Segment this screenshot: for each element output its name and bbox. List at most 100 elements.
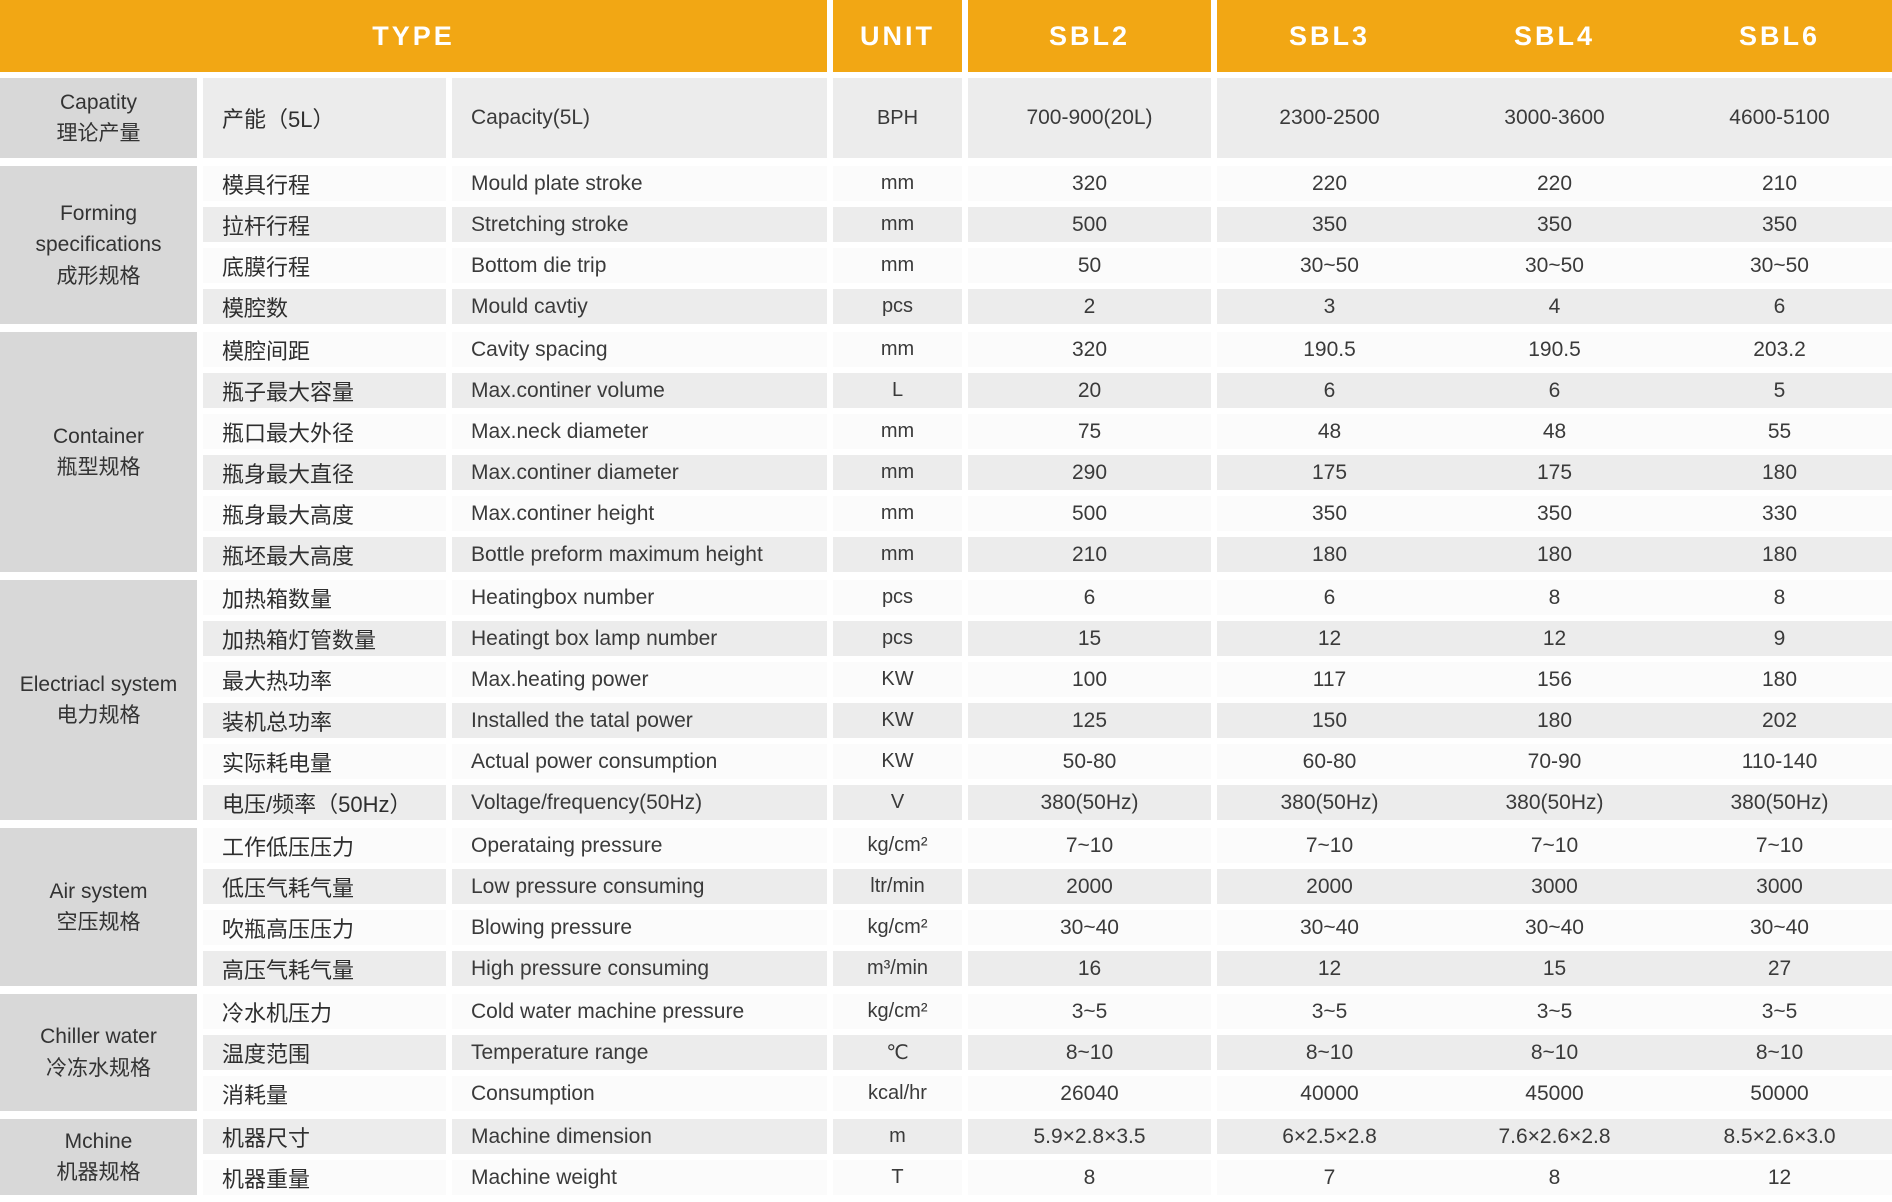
group-label: Air system 空压规格 <box>0 828 197 986</box>
cell-value-sbl4: 3~5 <box>1442 994 1667 1029</box>
group-rows: 工作低压压力 Operataing pressure kg/cm² 7~10 7~10 7… <box>203 828 1892 986</box>
cell-value-sbl6: 8~10 <box>1667 1035 1892 1070</box>
cell-unit: L <box>833 373 962 408</box>
cell-value-sbl2: 700-900(20L) <box>968 78 1211 158</box>
group-label-en: Capatity <box>59 90 138 114</box>
header-model-sbl6: SBL6 <box>1738 20 1821 51</box>
cell-value-sbl2: 500 <box>968 207 1211 242</box>
spec-row: 瓶口最大外径 Max.neck diameter mm 75 48 48 55 <box>203 414 1892 449</box>
cell-label-cn: 产能（5L） <box>203 78 446 158</box>
cell-value-sbl6: 8 <box>1667 580 1892 615</box>
cell-value-sbl4: 12 <box>1442 621 1667 656</box>
cell-value-sbl4: 3000-3600 <box>1442 78 1667 158</box>
cell-value-sbl6: 110-140 <box>1667 744 1892 779</box>
cell-value-sbl2: 75 <box>968 414 1211 449</box>
group-label-cn: 理论产量 <box>56 122 141 145</box>
group-label: Mchine 机器规格 <box>0 1119 197 1195</box>
cell-value-sbl4: 350 <box>1442 207 1667 242</box>
cell-label-cn: 模具行程 <box>203 166 446 201</box>
cell-value-sbl4: 156 <box>1442 662 1667 697</box>
cell-value-sbl4: 70-90 <box>1442 744 1667 779</box>
group-label-en: Mchine <box>64 1129 133 1153</box>
cell-value-sbl2: 50 <box>968 248 1211 283</box>
cell-value-sbl6: 180 <box>1667 455 1892 490</box>
cell-value-sbl6: 180 <box>1667 662 1892 697</box>
cell-label-cn: 瓶身最大直径 <box>203 455 446 490</box>
group-label: Container 瓶型规格 <box>0 332 197 572</box>
cell-unit: mm <box>833 248 962 283</box>
cell-value-sbl3: 8~10 <box>1217 1035 1442 1070</box>
cell-label-en: Cavity spacing <box>452 332 827 367</box>
cell-unit: pcs <box>833 289 962 324</box>
cell-label-en: Max.continer volume <box>452 373 827 408</box>
cell-label-cn: 电压/频率（50Hz） <box>203 785 446 820</box>
group-label-cn: 空压规格 <box>56 911 141 934</box>
cell-value-sbl6: 350 <box>1667 207 1892 242</box>
group-label-en: Electriacl system <box>19 672 178 696</box>
cell-unit: BPH <box>833 78 962 158</box>
cell-value-sbl3: 350 <box>1217 207 1442 242</box>
cell-value-sbl2: 7~10 <box>968 828 1211 863</box>
cell-value-sbl2: 125 <box>968 703 1211 738</box>
cell-unit: mm <box>833 537 962 572</box>
cell-value-sbl6: 55 <box>1667 414 1892 449</box>
cell-label-en: Heatingbox number <box>452 580 827 615</box>
spec-row: 实际耗电量 Actual power consumption KW 50-80 60-8… <box>203 744 1892 779</box>
cell-value-sbl3: 6 <box>1217 373 1442 408</box>
cell-value-sbl3: 6×2.5×2.8 <box>1217 1119 1442 1154</box>
cell-value-sbl3: 12 <box>1217 621 1442 656</box>
group-rows: 模腔间距 Cavity spacing mm 320 190.5 190.5 203.2 瓶子… <box>203 332 1892 572</box>
cell-unit: pcs <box>833 580 962 615</box>
cell-value-sbl2: 6 <box>968 580 1211 615</box>
spec-row: 瓶子最大容量 Max.continer volume L 20 6 6 5 <box>203 373 1892 408</box>
cell-unit: mm <box>833 207 962 242</box>
cell-value-sbl6: 8.5×2.6×3.0 <box>1667 1119 1892 1154</box>
table-body: Capatity 理论产量 产能（5L） Capacity(5L) BPH 700-900… <box>0 78 1892 1195</box>
group-label: Forming specifications 成形规格 <box>0 166 197 324</box>
cell-value-sbl6: 30~40 <box>1667 910 1892 945</box>
cell-label-cn: 最大热功率 <box>203 662 446 697</box>
cell-label-en: Stretching stroke <box>452 207 827 242</box>
cell-value-sbl4: 175 <box>1442 455 1667 490</box>
cell-value-sbl3: 117 <box>1217 662 1442 697</box>
cell-value-sbl6: 12 <box>1667 1160 1892 1195</box>
cell-value-sbl4: 4 <box>1442 289 1667 324</box>
cell-label-cn: 瓶子最大容量 <box>203 373 446 408</box>
cell-label-en: Mould cavtiy <box>452 289 827 324</box>
header-models-group: SBL3 SBL4 SBL6 <box>1217 0 1892 72</box>
cell-unit: m³/min <box>833 951 962 986</box>
cell-value-sbl3: 3~5 <box>1217 994 1442 1029</box>
spec-row: 加热箱灯管数量 Heatingt box lamp number pcs 15 12 12… <box>203 621 1892 656</box>
cell-label-cn: 瓶口最大外径 <box>203 414 446 449</box>
group-label-cn: 成形规格 <box>56 264 141 288</box>
spec-row: 装机总功率 Installed the tatal power KW 125 150 18… <box>203 703 1892 738</box>
cell-value-sbl2: 100 <box>968 662 1211 697</box>
group-label-en: Air system <box>49 879 148 903</box>
cell-label-cn: 温度范围 <box>203 1035 446 1070</box>
cell-value-sbl6: 180 <box>1667 537 1892 572</box>
cell-unit: ℃ <box>833 1035 962 1070</box>
cell-value-sbl2: 320 <box>968 332 1211 367</box>
cell-unit: T <box>833 1160 962 1195</box>
cell-value-sbl2: 5.9×2.8×3.5 <box>968 1119 1211 1154</box>
cell-value-sbl6: 7~10 <box>1667 828 1892 863</box>
cell-label-cn: 加热箱灯管数量 <box>203 621 446 656</box>
cell-unit: KW <box>833 662 962 697</box>
cell-value-sbl3: 30~50 <box>1217 248 1442 283</box>
cell-label-cn: 低压气耗气量 <box>203 869 446 904</box>
cell-label-en: Voltage/frequency(50Hz) <box>452 785 827 820</box>
cell-unit: ltr/min <box>833 869 962 904</box>
spec-group-0: Capatity 理论产量 产能（5L） Capacity(5L) BPH 700-900… <box>0 78 1892 158</box>
cell-value-sbl4: 8~10 <box>1442 1035 1667 1070</box>
spec-row: 最大热功率 Max.heating power KW 100 117 156 180 <box>203 662 1892 697</box>
header-type: TYPE <box>0 0 827 72</box>
cell-value-sbl3: 150 <box>1217 703 1442 738</box>
cell-value-sbl2: 2 <box>968 289 1211 324</box>
cell-value-sbl2: 3~5 <box>968 994 1211 1029</box>
cell-label-cn: 消耗量 <box>203 1076 446 1111</box>
cell-unit: mm <box>833 455 962 490</box>
cell-value-sbl3: 175 <box>1217 455 1442 490</box>
cell-label-cn: 拉杆行程 <box>203 207 446 242</box>
cell-value-sbl2: 26040 <box>968 1076 1211 1111</box>
